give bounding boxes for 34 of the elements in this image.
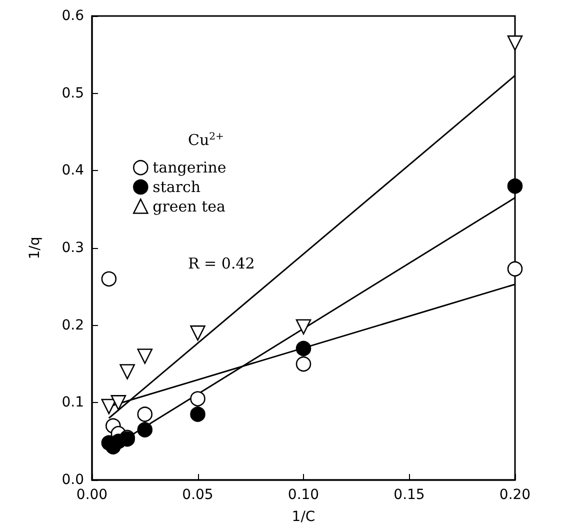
point — [507, 178, 523, 194]
x-tick-label: 0.10 — [288, 487, 320, 503]
point — [507, 261, 523, 277]
point — [110, 395, 126, 410]
point — [190, 325, 206, 341]
x-tick-label: 0.15 — [394, 487, 425, 503]
y-tick-label: 0.0 — [62, 472, 84, 488]
point — [507, 35, 523, 51]
point — [101, 271, 117, 287]
legend-label: starch — [152, 178, 201, 196]
point — [101, 398, 117, 414]
y-tick-label: 0.4 — [62, 162, 84, 179]
y-axis-title: 1/q — [27, 236, 43, 260]
point — [137, 348, 153, 364]
point — [296, 340, 312, 356]
x-tick-label: 0.00 — [76, 487, 108, 503]
x-tick-label: 0.05 — [182, 487, 214, 503]
y-tick-label: 0.6 — [62, 8, 84, 24]
y-tick-label: 0.2 — [62, 317, 84, 334]
point — [190, 391, 206, 406]
point — [190, 406, 206, 422]
point — [137, 406, 153, 422]
point — [137, 422, 153, 438]
y-tick-label: 0.3 — [62, 240, 84, 256]
point — [296, 356, 312, 372]
x-tick-label: 0.20 — [499, 487, 531, 503]
point — [120, 364, 135, 380]
y-tick-label: 0.1 — [62, 394, 84, 411]
legend-label: green tea — [152, 197, 226, 216]
annotation: R = 0.42 — [188, 254, 255, 272]
x-axis-title: 1/C — [292, 509, 316, 525]
y-tick-label: 0.5 — [62, 85, 84, 102]
legend-label: tangerine — [152, 158, 226, 177]
point — [296, 319, 312, 335]
